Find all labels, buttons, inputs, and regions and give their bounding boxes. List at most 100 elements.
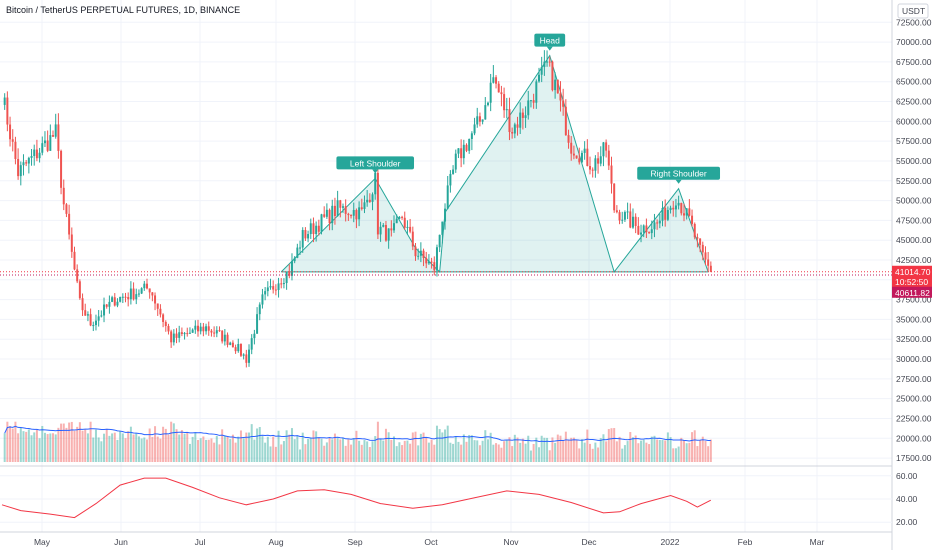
volume-bar — [78, 422, 81, 462]
candle-body — [248, 349, 251, 363]
candle-body — [296, 247, 299, 258]
volume-bar — [688, 442, 691, 462]
time-axis[interactable]: May Jun Jul Aug Sep Oct Nov Dec 2022 Feb Mar — [34, 537, 825, 547]
volume-bar — [258, 426, 261, 462]
candle-body — [14, 141, 17, 159]
volume-bar — [441, 432, 444, 462]
candle-body — [76, 269, 79, 282]
candle-body — [9, 124, 12, 140]
candle-body — [535, 81, 538, 103]
candle-body — [473, 124, 476, 134]
volume-bar — [127, 431, 130, 462]
volume-bar — [30, 435, 33, 462]
volume-bar — [699, 440, 702, 462]
volume-bar — [248, 432, 251, 462]
volume-bar — [68, 422, 71, 462]
candle-body — [395, 218, 398, 224]
candle-body — [299, 247, 302, 249]
volume-bar — [470, 435, 473, 462]
candle-body — [554, 79, 557, 91]
volume-bar — [113, 432, 116, 462]
volume-bar — [94, 429, 97, 462]
volume-bar — [339, 439, 342, 462]
volume-bar — [22, 431, 25, 462]
candle-body — [384, 225, 387, 241]
symbol-title[interactable]: Bitcoin / TetherUS PERPETUAL FUTURES, 1D… — [6, 5, 241, 15]
volume-bar — [640, 440, 643, 462]
volume-ma-line — [4, 425, 711, 443]
volume-bar — [580, 439, 583, 462]
volume-bar — [108, 435, 111, 462]
volume-bar — [680, 437, 683, 462]
candle-body — [387, 228, 390, 241]
volume-bar — [89, 421, 92, 462]
candle-body — [567, 135, 570, 143]
candle-body — [180, 332, 183, 334]
candle-body — [435, 247, 438, 271]
volume-bar — [43, 432, 46, 462]
pattern-fill — [281, 55, 709, 272]
volume-bar — [562, 439, 565, 462]
volume-bar — [556, 434, 559, 462]
volume-bar — [618, 436, 621, 462]
candle-body — [215, 330, 218, 334]
volume-bar — [379, 439, 382, 462]
candle-body — [414, 246, 417, 257]
oscillator-tick-label: 20.00 — [896, 517, 918, 527]
volume-bar — [186, 432, 189, 462]
price-axis[interactable]: 17500.00 20000.00 22500.00 25000.00 27500.00… — [892, 3, 932, 527]
volume-bar — [476, 440, 479, 462]
volume-bar — [336, 438, 339, 462]
candle-body — [468, 139, 471, 151]
volume-bar — [473, 440, 476, 462]
candle-body — [143, 283, 146, 289]
grid — [0, 0, 893, 550]
price-tick-label: 27500.00 — [896, 374, 932, 384]
volume-bar — [519, 442, 522, 462]
volume-bar — [513, 434, 516, 462]
candle-body — [605, 142, 608, 151]
candle-body — [162, 314, 165, 323]
candle-body — [505, 109, 508, 111]
time-tick-label: Mar — [810, 537, 825, 547]
price-tick-label: 62500.00 — [896, 97, 932, 107]
volume-bar — [398, 442, 401, 462]
volume-bar — [264, 442, 267, 462]
volume-bar — [197, 439, 200, 462]
volume-bar — [145, 439, 148, 462]
candle-body — [607, 150, 610, 166]
volume-bar — [460, 444, 463, 462]
volume-bar — [696, 446, 699, 462]
candle-body — [363, 202, 366, 209]
candle-body — [650, 229, 653, 234]
candle-body — [699, 238, 702, 245]
volume-bar — [170, 421, 173, 462]
volume-bar — [650, 436, 653, 462]
candle-body — [701, 244, 704, 253]
candle-body — [325, 209, 328, 217]
time-tick-label: Nov — [503, 537, 519, 547]
volume-bar — [307, 438, 310, 462]
volume-bar — [215, 435, 218, 462]
candle-body — [586, 148, 589, 167]
candle-body — [548, 61, 551, 63]
volume-bar — [140, 438, 143, 462]
candle-body — [470, 133, 473, 140]
candle-body — [266, 287, 269, 292]
volume-bar — [551, 437, 554, 462]
candle-body — [30, 156, 33, 158]
volume-bar — [352, 438, 355, 462]
candle-body — [164, 322, 167, 326]
volume-bar — [554, 442, 557, 462]
price-tick-label: 30000.00 — [896, 354, 932, 364]
volume-bar — [425, 437, 428, 462]
volume-bar — [27, 429, 30, 462]
candle-body — [425, 257, 428, 264]
candle-body — [543, 61, 546, 68]
volume-bar — [256, 428, 259, 462]
candle-body — [589, 166, 592, 170]
candle-body — [446, 185, 449, 209]
candle-body — [350, 215, 353, 217]
volume-bars — [3, 421, 712, 462]
